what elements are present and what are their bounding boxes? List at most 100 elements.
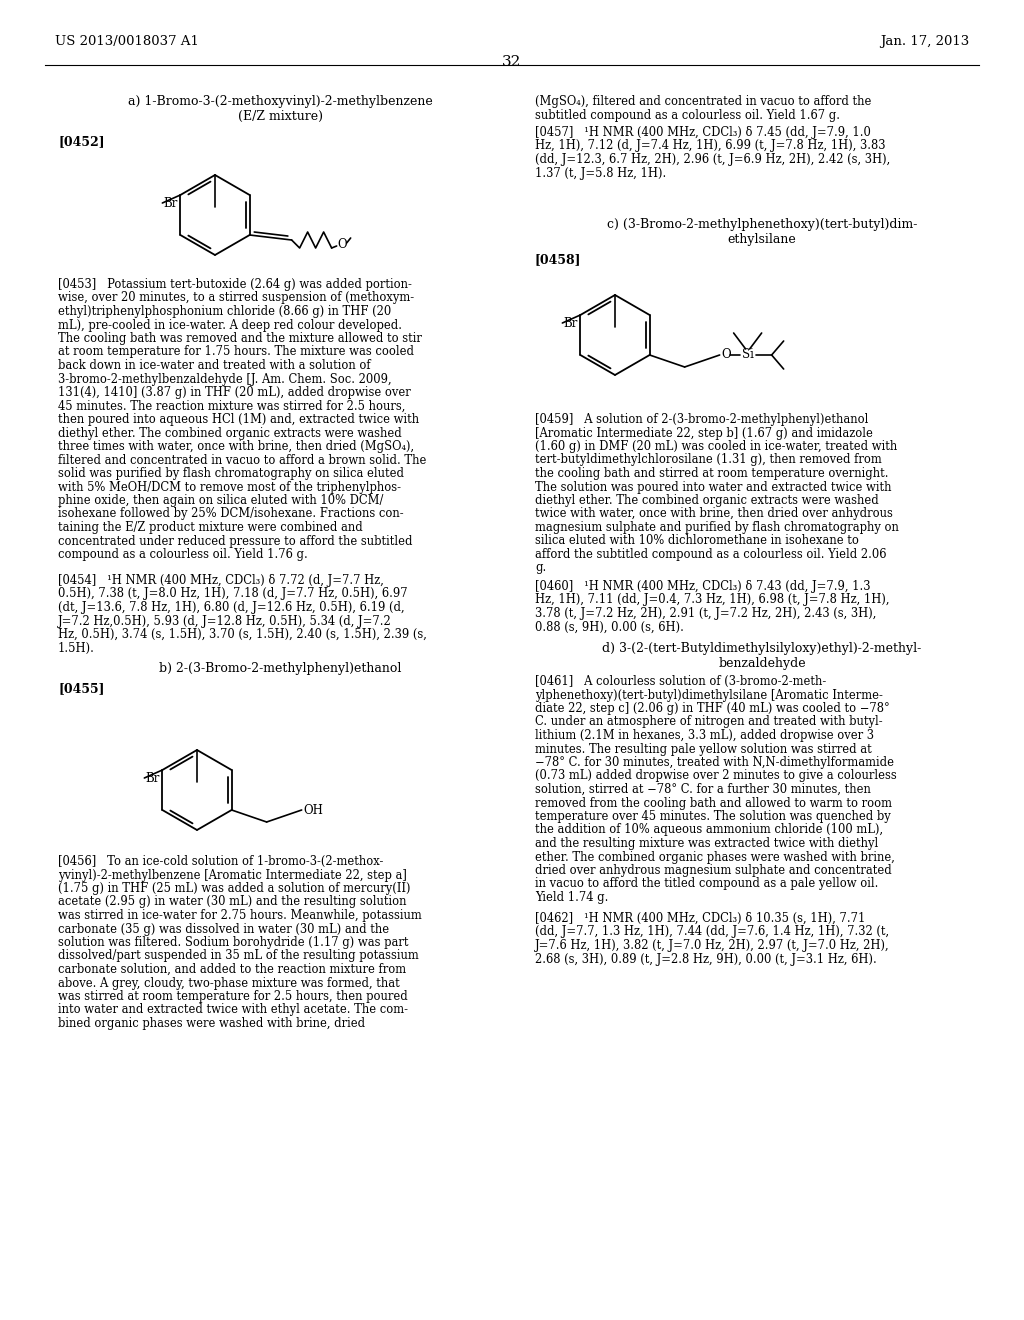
Text: [Aromatic Intermediate 22, step b] (1.67 g) and imidazole: [Aromatic Intermediate 22, step b] (1.67… bbox=[535, 426, 872, 440]
Text: C. under an atmosphere of nitrogen and treated with butyl-: C. under an atmosphere of nitrogen and t… bbox=[535, 715, 883, 729]
Text: Br: Br bbox=[563, 317, 578, 330]
Text: and the resulting mixture was extracted twice with diethyl: and the resulting mixture was extracted … bbox=[535, 837, 879, 850]
Text: [0459]   A solution of 2-(3-bromo-2-methylphenyl)ethanol: [0459] A solution of 2-(3-bromo-2-methyl… bbox=[535, 413, 868, 426]
Text: [0456]   To an ice-cold solution of 1-bromo-3-(2-methox-: [0456] To an ice-cold solution of 1-brom… bbox=[58, 855, 383, 869]
Text: Br: Br bbox=[163, 197, 177, 210]
Text: silica eluted with 10% dichloromethane in isohexane to: silica eluted with 10% dichloromethane i… bbox=[535, 535, 859, 548]
Text: with 5% MeOH/DCM to remove most of the triphenylphos-: with 5% MeOH/DCM to remove most of the t… bbox=[58, 480, 401, 494]
Text: diethyl ether. The combined organic extracts were washed: diethyl ether. The combined organic extr… bbox=[535, 494, 879, 507]
Text: solution was filtered. Sodium borohydride (1.17 g) was part: solution was filtered. Sodium borohydrid… bbox=[58, 936, 409, 949]
Text: d) 3-(2-(tert-Butyldimethylsilyloxy)ethyl)-2-methyl-: d) 3-(2-(tert-Butyldimethylsilyloxy)ethy… bbox=[602, 642, 922, 655]
Text: carbonate solution, and added to the reaction mixture from: carbonate solution, and added to the rea… bbox=[58, 964, 407, 975]
Text: Yield 1.74 g.: Yield 1.74 g. bbox=[535, 891, 608, 904]
Text: yvinyl)-2-methylbenzene [Aromatic Intermediate 22, step a]: yvinyl)-2-methylbenzene [Aromatic Interm… bbox=[58, 869, 407, 882]
Text: −78° C. for 30 minutes, treated with N,N-dimethylformamide: −78° C. for 30 minutes, treated with N,N… bbox=[535, 756, 894, 770]
Text: carbonate (35 g) was dissolved in water (30 mL) and the: carbonate (35 g) was dissolved in water … bbox=[58, 923, 389, 936]
Text: c) (3-Bromo-2-methylphenethoxy)(tert-butyl)dim-: c) (3-Bromo-2-methylphenethoxy)(tert-but… bbox=[607, 218, 918, 231]
Text: then poured into aqueous HCl (1M) and, extracted twice with: then poured into aqueous HCl (1M) and, e… bbox=[58, 413, 419, 426]
Text: magnesium sulphate and purified by flash chromatography on: magnesium sulphate and purified by flash… bbox=[535, 521, 899, 535]
Text: tert-butyldimethylchlorosilane (1.31 g), then removed from: tert-butyldimethylchlorosilane (1.31 g),… bbox=[535, 454, 882, 466]
Text: [0458]: [0458] bbox=[535, 253, 582, 267]
Text: (dd, J=7.7, 1.3 Hz, 1H), 7.44 (dd, J=7.6, 1.4 Hz, 1H), 7.32 (t,: (dd, J=7.7, 1.3 Hz, 1H), 7.44 (dd, J=7.6… bbox=[535, 925, 889, 939]
Text: [0452]: [0452] bbox=[58, 135, 104, 148]
Text: taining the E/Z product mixture were combined and: taining the E/Z product mixture were com… bbox=[58, 521, 362, 535]
Text: afford the subtitled compound as a colourless oil. Yield 2.06: afford the subtitled compound as a colou… bbox=[535, 548, 887, 561]
Text: Hz, 1H), 7.11 (dd, J=0.4, 7.3 Hz, 1H), 6.98 (t, J=7.8 Hz, 1H),: Hz, 1H), 7.11 (dd, J=0.4, 7.3 Hz, 1H), 6… bbox=[535, 594, 890, 606]
Text: 32: 32 bbox=[503, 55, 521, 69]
Text: was stirred in ice-water for 2.75 hours. Meanwhile, potassium: was stirred in ice-water for 2.75 hours.… bbox=[58, 909, 422, 921]
Text: diethyl ether. The combined organic extracts were washed: diethyl ether. The combined organic extr… bbox=[58, 426, 401, 440]
Text: mL), pre-cooled in ice-water. A deep red colour developed.: mL), pre-cooled in ice-water. A deep red… bbox=[58, 318, 402, 331]
Text: concentrated under reduced pressure to afford the subtitled: concentrated under reduced pressure to a… bbox=[58, 535, 413, 548]
Text: 3-bromo-2-methylbenzaldehyde [J. Am. Chem. Soc. 2009,: 3-bromo-2-methylbenzaldehyde [J. Am. Che… bbox=[58, 372, 391, 385]
Text: lithium (2.1M in hexanes, 3.3 mL), added dropwise over 3: lithium (2.1M in hexanes, 3.3 mL), added… bbox=[535, 729, 874, 742]
Text: 2.68 (s, 3H), 0.89 (t, J=2.8 Hz, 9H), 0.00 (t, J=3.1 Hz, 6H).: 2.68 (s, 3H), 0.89 (t, J=2.8 Hz, 9H), 0.… bbox=[535, 953, 877, 965]
Text: acetate (2.95 g) in water (30 mL) and the resulting solution: acetate (2.95 g) in water (30 mL) and th… bbox=[58, 895, 407, 908]
Text: Jan. 17, 2013: Jan. 17, 2013 bbox=[880, 36, 969, 48]
Text: removed from the cooling bath and allowed to warm to room: removed from the cooling bath and allowe… bbox=[535, 796, 892, 809]
Text: ethylsilane: ethylsilane bbox=[728, 234, 797, 246]
Text: phine oxide, then again on silica eluted with 10% DCM/: phine oxide, then again on silica eluted… bbox=[58, 494, 383, 507]
Text: minutes. The resulting pale yellow solution was stirred at: minutes. The resulting pale yellow solut… bbox=[535, 742, 871, 755]
Text: [0457]   ¹H NMR (400 MHz, CDCl₃) δ 7.45 (dd, J=7.9, 1.0: [0457] ¹H NMR (400 MHz, CDCl₃) δ 7.45 (d… bbox=[535, 125, 870, 139]
Text: into water and extracted twice with ethyl acetate. The com-: into water and extracted twice with ethy… bbox=[58, 1003, 408, 1016]
Text: benzaldehyde: benzaldehyde bbox=[718, 657, 806, 671]
Text: 3.78 (t, J=7.2 Hz, 2H), 2.91 (t, J=7.2 Hz, 2H), 2.43 (s, 3H),: 3.78 (t, J=7.2 Hz, 2H), 2.91 (t, J=7.2 H… bbox=[535, 607, 877, 620]
Text: 0.5H), 7.38 (t, J=8.0 Hz, 1H), 7.18 (d, J=7.7 Hz, 0.5H), 6.97: 0.5H), 7.38 (t, J=8.0 Hz, 1H), 7.18 (d, … bbox=[58, 587, 408, 601]
Text: 0.88 (s, 9H), 0.00 (s, 6H).: 0.88 (s, 9H), 0.00 (s, 6H). bbox=[535, 620, 684, 634]
Text: J=7.6 Hz, 1H), 3.82 (t, J=7.0 Hz, 2H), 2.97 (t, J=7.0 Hz, 2H),: J=7.6 Hz, 1H), 3.82 (t, J=7.0 Hz, 2H), 2… bbox=[535, 939, 890, 952]
Text: OH: OH bbox=[304, 804, 324, 817]
Text: temperature over 45 minutes. The solution was quenched by: temperature over 45 minutes. The solutio… bbox=[535, 810, 891, 822]
Text: Si: Si bbox=[741, 348, 754, 362]
Text: in vacuo to afford the titled compound as a pale yellow oil.: in vacuo to afford the titled compound a… bbox=[535, 878, 879, 891]
Text: dissolved/part suspended in 35 mL of the resulting potassium: dissolved/part suspended in 35 mL of the… bbox=[58, 949, 419, 962]
Text: g.: g. bbox=[535, 561, 546, 574]
Text: US 2013/0018037 A1: US 2013/0018037 A1 bbox=[55, 36, 199, 48]
Text: ether. The combined organic phases were washed with brine,: ether. The combined organic phases were … bbox=[535, 850, 895, 863]
Text: ethyl)triphenylphosphonium chloride (8.66 g) in THF (20: ethyl)triphenylphosphonium chloride (8.6… bbox=[58, 305, 391, 318]
Text: filtered and concentrated in vacuo to afford a brown solid. The: filtered and concentrated in vacuo to af… bbox=[58, 454, 426, 466]
Text: bined organic phases were washed with brine, dried: bined organic phases were washed with br… bbox=[58, 1016, 366, 1030]
Text: [0454]   ¹H NMR (400 MHz, CDCl₃) δ 7.72 (d, J=7.7 Hz,: [0454] ¹H NMR (400 MHz, CDCl₃) δ 7.72 (d… bbox=[58, 574, 384, 587]
Text: 131(4), 1410] (3.87 g) in THF (20 mL), added dropwise over: 131(4), 1410] (3.87 g) in THF (20 mL), a… bbox=[58, 385, 411, 399]
Text: Hz, 0.5H), 3.74 (s, 1.5H), 3.70 (s, 1.5H), 2.40 (s, 1.5H), 2.39 (s,: Hz, 0.5H), 3.74 (s, 1.5H), 3.70 (s, 1.5H… bbox=[58, 628, 427, 642]
Text: 45 minutes. The reaction mixture was stirred for 2.5 hours,: 45 minutes. The reaction mixture was sti… bbox=[58, 400, 406, 412]
Text: the cooling bath and stirred at room temperature overnight.: the cooling bath and stirred at room tem… bbox=[535, 467, 889, 480]
Text: compound as a colourless oil. Yield 1.76 g.: compound as a colourless oil. Yield 1.76… bbox=[58, 548, 308, 561]
Text: (MgSO₄), filtered and concentrated in vacuo to afford the: (MgSO₄), filtered and concentrated in va… bbox=[535, 95, 871, 108]
Text: 1.37 (t, J=5.8 Hz, 1H).: 1.37 (t, J=5.8 Hz, 1H). bbox=[535, 166, 667, 180]
Text: dried over anhydrous magnesium sulphate and concentrated: dried over anhydrous magnesium sulphate … bbox=[535, 865, 892, 876]
Text: was stirred at room temperature for 2.5 hours, then poured: was stirred at room temperature for 2.5 … bbox=[58, 990, 408, 1003]
Text: [0460]   ¹H NMR (400 MHz, CDCl₃) δ 7.43 (dd, J=7.9, 1.3: [0460] ¹H NMR (400 MHz, CDCl₃) δ 7.43 (d… bbox=[535, 579, 870, 593]
Text: diate 22, step c] (2.06 g) in THF (40 mL) was cooled to −78°: diate 22, step c] (2.06 g) in THF (40 mL… bbox=[535, 702, 890, 715]
Text: twice with water, once with brine, then dried over anhydrous: twice with water, once with brine, then … bbox=[535, 507, 893, 520]
Text: [0453]   Potassium tert-butoxide (2.64 g) was added portion-: [0453] Potassium tert-butoxide (2.64 g) … bbox=[58, 279, 412, 290]
Text: O: O bbox=[338, 239, 347, 252]
Text: isohexane followed by 25% DCM/isohexane. Fractions con-: isohexane followed by 25% DCM/isohexane.… bbox=[58, 507, 403, 520]
Text: The cooling bath was removed and the mixture allowed to stir: The cooling bath was removed and the mix… bbox=[58, 333, 422, 345]
Text: [0455]: [0455] bbox=[58, 682, 104, 696]
Text: the addition of 10% aqueous ammonium chloride (100 mL),: the addition of 10% aqueous ammonium chl… bbox=[535, 824, 883, 837]
Text: subtitled compound as a colourless oil. Yield 1.67 g.: subtitled compound as a colourless oil. … bbox=[535, 108, 840, 121]
Text: (E/Z mixture): (E/Z mixture) bbox=[238, 110, 323, 123]
Text: The solution was poured into water and extracted twice with: The solution was poured into water and e… bbox=[535, 480, 892, 494]
Text: (dd, J=12.3, 6.7 Hz, 2H), 2.96 (t, J=6.9 Hz, 2H), 2.42 (s, 3H),: (dd, J=12.3, 6.7 Hz, 2H), 2.96 (t, J=6.9… bbox=[535, 153, 890, 166]
Text: solid was purified by flash chromatography on silica eluted: solid was purified by flash chromatograp… bbox=[58, 467, 404, 480]
Text: three times with water, once with brine, then dried (MgSO₄),: three times with water, once with brine,… bbox=[58, 440, 414, 453]
Text: 1.5H).: 1.5H). bbox=[58, 642, 95, 655]
Text: (0.73 mL) added dropwise over 2 minutes to give a colourless: (0.73 mL) added dropwise over 2 minutes … bbox=[535, 770, 897, 783]
Text: at room temperature for 1.75 hours. The mixture was cooled: at room temperature for 1.75 hours. The … bbox=[58, 346, 414, 359]
Text: Hz, 1H), 7.12 (d, J=7.4 Hz, 1H), 6.99 (t, J=7.8 Hz, 1H), 3.83: Hz, 1H), 7.12 (d, J=7.4 Hz, 1H), 6.99 (t… bbox=[535, 140, 886, 153]
Text: (1.75 g) in THF (25 mL) was added a solution of mercury(II): (1.75 g) in THF (25 mL) was added a solu… bbox=[58, 882, 411, 895]
Text: back down in ice-water and treated with a solution of: back down in ice-water and treated with … bbox=[58, 359, 371, 372]
Text: wise, over 20 minutes, to a stirred suspension of (methoxym-: wise, over 20 minutes, to a stirred susp… bbox=[58, 292, 414, 305]
Text: (1.60 g) in DMF (20 mL) was cooled in ice-water, treated with: (1.60 g) in DMF (20 mL) was cooled in ic… bbox=[535, 440, 897, 453]
Text: Br: Br bbox=[145, 772, 160, 785]
Text: O: O bbox=[722, 348, 731, 362]
Text: [0462]   ¹H NMR (400 MHz, CDCl₃) δ 10.35 (s, 1H), 7.71: [0462] ¹H NMR (400 MHz, CDCl₃) δ 10.35 (… bbox=[535, 912, 865, 925]
Text: solution, stirred at −78° C. for a further 30 minutes, then: solution, stirred at −78° C. for a furth… bbox=[535, 783, 870, 796]
Text: above. A grey, cloudy, two-phase mixture was formed, that: above. A grey, cloudy, two-phase mixture… bbox=[58, 977, 399, 990]
Text: ylphenethoxy)(tert-butyl)dimethylsilane [Aromatic Interme-: ylphenethoxy)(tert-butyl)dimethylsilane … bbox=[535, 689, 883, 701]
Text: (dt, J=13.6, 7.8 Hz, 1H), 6.80 (d, J=12.6 Hz, 0.5H), 6.19 (d,: (dt, J=13.6, 7.8 Hz, 1H), 6.80 (d, J=12.… bbox=[58, 601, 404, 614]
Text: b) 2-(3-Bromo-2-methylphenyl)ethanol: b) 2-(3-Bromo-2-methylphenyl)ethanol bbox=[159, 663, 401, 675]
